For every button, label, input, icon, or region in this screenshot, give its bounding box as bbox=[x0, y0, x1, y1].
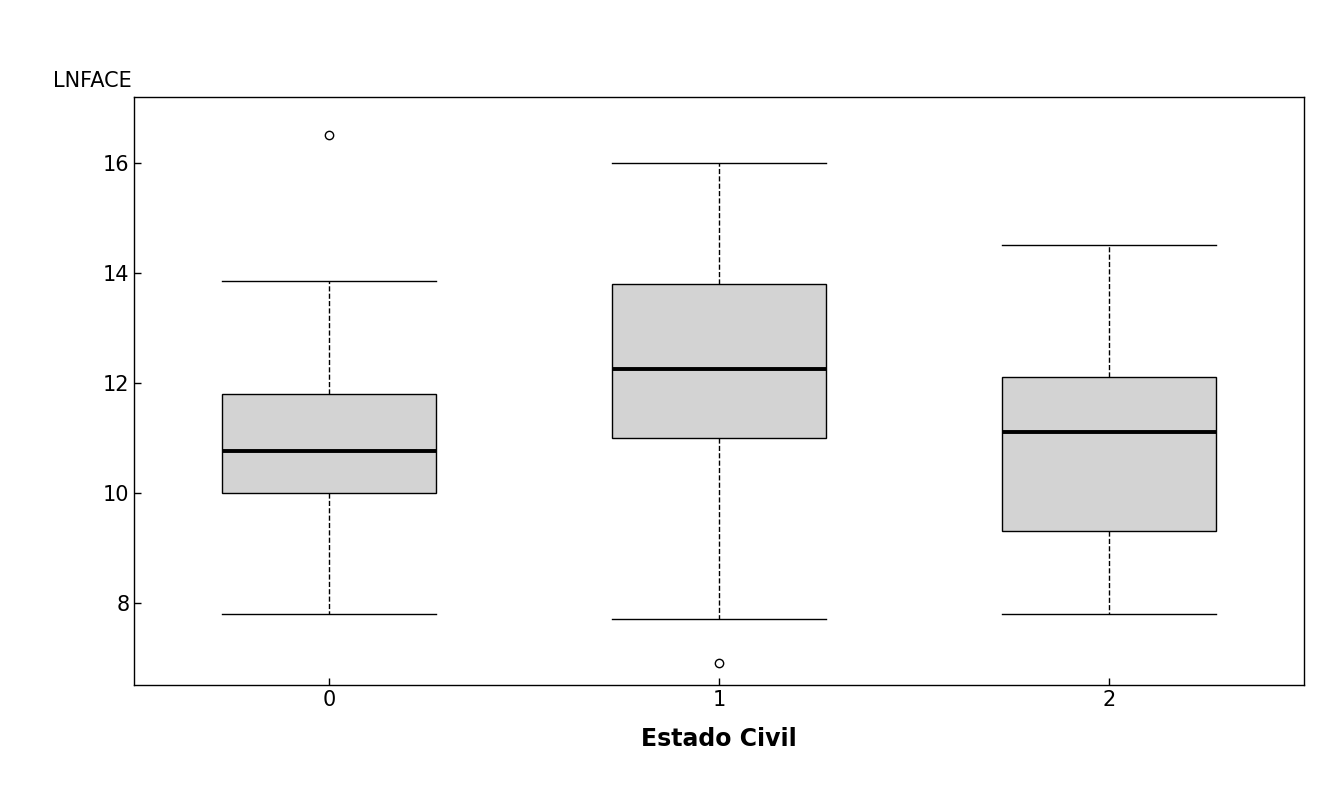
Text: LNFACE: LNFACE bbox=[52, 71, 132, 91]
X-axis label: Estado Civil: Estado Civil bbox=[641, 727, 797, 750]
Bar bbox=[222, 393, 437, 492]
Bar bbox=[1001, 377, 1216, 531]
Bar bbox=[612, 284, 827, 438]
